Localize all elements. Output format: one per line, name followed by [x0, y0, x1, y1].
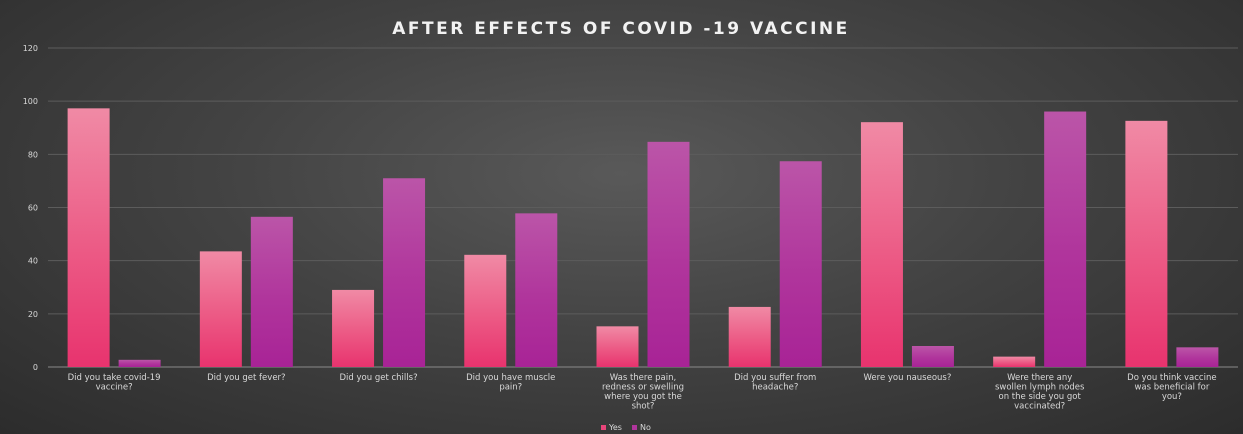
x-category-label: Did you take covid-19	[68, 373, 161, 383]
bar-yes	[464, 254, 507, 367]
bar-no	[1176, 347, 1219, 367]
x-category-label: Did you get fever?	[207, 373, 285, 383]
legend-swatch-no	[632, 425, 637, 430]
y-tick-label: 0	[33, 363, 38, 372]
x-category-label: vaccinated?	[1014, 402, 1065, 412]
bar-no	[250, 216, 293, 367]
bar-no	[515, 213, 558, 367]
bar-no	[779, 161, 822, 367]
bar-yes	[1125, 120, 1168, 367]
legend-swatch-yes	[601, 425, 606, 430]
bar-no	[647, 141, 690, 367]
legend-label-yes: Yes	[608, 423, 622, 432]
x-category-label: vaccine?	[96, 383, 133, 393]
x-category-label: Did you suffer from	[734, 373, 816, 383]
y-tick-label: 60	[28, 204, 38, 213]
bars	[67, 108, 1219, 367]
bar-yes	[332, 289, 375, 367]
x-category-label: pain?	[499, 383, 522, 393]
x-category-label: Was there pain,	[610, 373, 676, 383]
x-category-label: Did you have muscle	[466, 373, 555, 383]
chart-title: AFTER EFFECTS OF COVID -19 VACCINE	[392, 19, 850, 39]
x-category-label: on the side you got	[999, 392, 1082, 402]
x-category-label: shot?	[632, 402, 655, 412]
bar-no	[383, 178, 426, 367]
x-category-label: swollen lymph nodes	[995, 383, 1085, 393]
x-category-label: was beneficial for	[1134, 383, 1209, 393]
bar-no	[118, 359, 161, 367]
bar-no	[1044, 111, 1087, 367]
legend-label-no: No	[640, 423, 651, 432]
bar-yes	[993, 356, 1036, 367]
legend: Yes No	[601, 423, 651, 432]
y-tick-label: 80	[28, 150, 38, 159]
x-category-label: Were there any	[1007, 373, 1072, 383]
x-category-label: Were you nauseous?	[864, 373, 952, 383]
bar-yes	[199, 251, 242, 367]
x-category-label: Did you get chills?	[340, 373, 418, 383]
x-category-label: redness or swelling	[602, 383, 684, 393]
y-tick-label: 20	[28, 310, 38, 319]
bar-yes	[860, 122, 903, 367]
gridlines	[48, 47, 1238, 368]
y-tick-label: 100	[23, 97, 38, 106]
bar-yes	[596, 326, 639, 367]
bar-yes	[728, 306, 771, 367]
x-category-label: you?	[1162, 392, 1182, 402]
bar-no	[911, 345, 954, 367]
y-tick-label: 40	[28, 257, 38, 266]
x-category-label: where you got the	[604, 392, 682, 402]
y-tick-label: 120	[23, 44, 38, 53]
x-category-label: headache?	[752, 383, 798, 393]
x-category-label: Do you think vaccine	[1127, 373, 1216, 383]
bar-yes	[67, 108, 110, 367]
y-axis-ticks: 0 20 40 60 80 100 120	[23, 44, 38, 372]
